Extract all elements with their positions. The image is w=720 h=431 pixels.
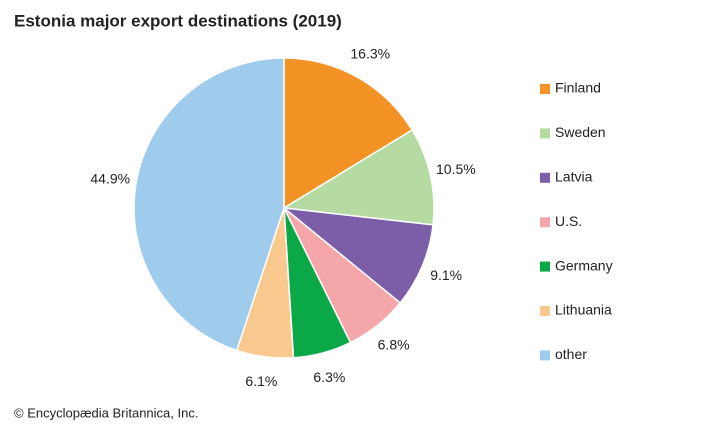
value-label: 6.1% [245,373,277,389]
legend-swatch [540,128,550,139]
value-label: 44.9% [90,171,130,187]
pie-slice [281,206,434,304]
legend-label: Lithuania [555,302,612,318]
value-label: 9.1% [430,267,462,283]
pie-slice [283,57,414,210]
legend-swatch [540,217,550,228]
pie-slice [133,57,285,352]
pie-slice [281,128,435,226]
legend-label: Germany [555,257,613,273]
value-label: 10.5% [436,161,476,177]
value-label: 16.3% [350,45,390,61]
source-credit: © Encyclopædia Britannica, Inc. [14,405,198,420]
legend-label: other [555,346,587,362]
legend-swatch [540,350,550,361]
legend-label: Latvia [555,169,593,185]
value-label: 6.8% [378,336,410,352]
value-label: 6.3% [313,369,345,385]
legend-label: Sweden [555,124,606,140]
legend-swatch [540,306,550,316]
legend-label: Finland [555,80,601,96]
chart-title: Estonia major export destinations (2019) [14,11,342,30]
legend-swatch [540,172,550,183]
legend-label: U.S. [555,213,582,229]
legend-swatch [540,84,550,94]
legend-swatch [540,261,550,272]
